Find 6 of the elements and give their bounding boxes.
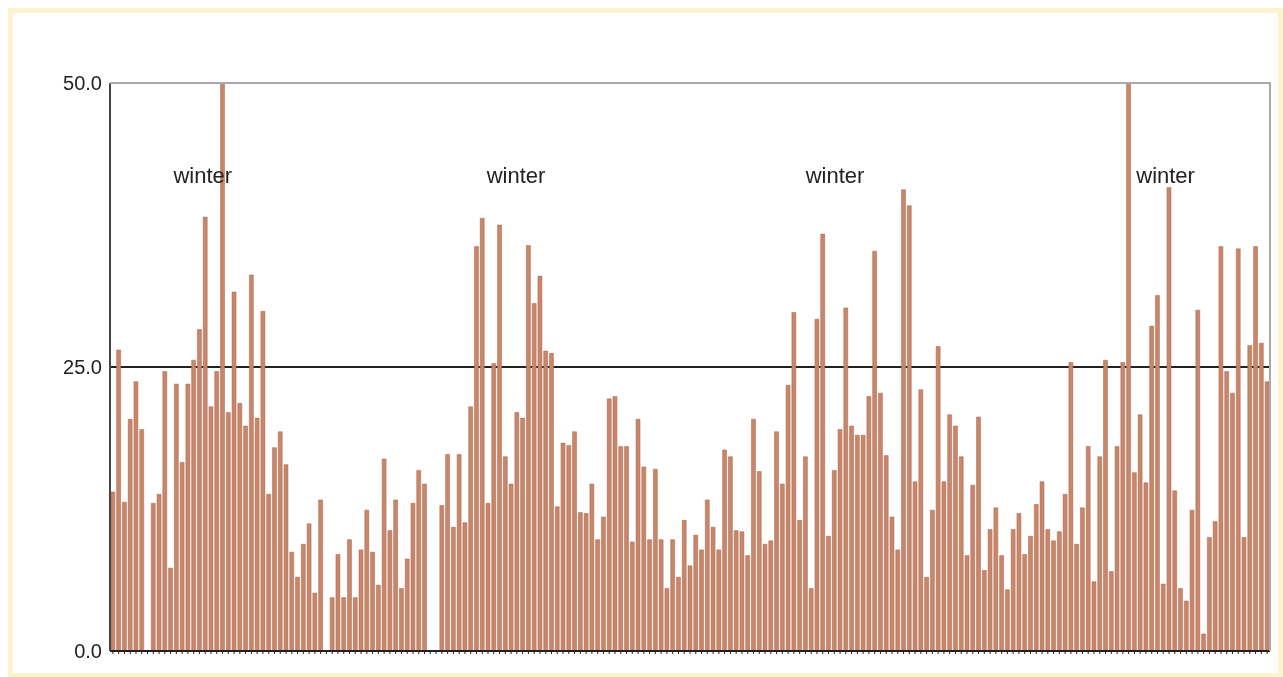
y-tick-label: 50.0 (63, 72, 102, 95)
annotation: winter (805, 163, 865, 189)
annotation: winter (1136, 163, 1195, 189)
annotation: winter (486, 163, 546, 189)
y-tick-label: 25.0 (63, 356, 102, 379)
y-tick-label: 0.0 (74, 640, 102, 663)
